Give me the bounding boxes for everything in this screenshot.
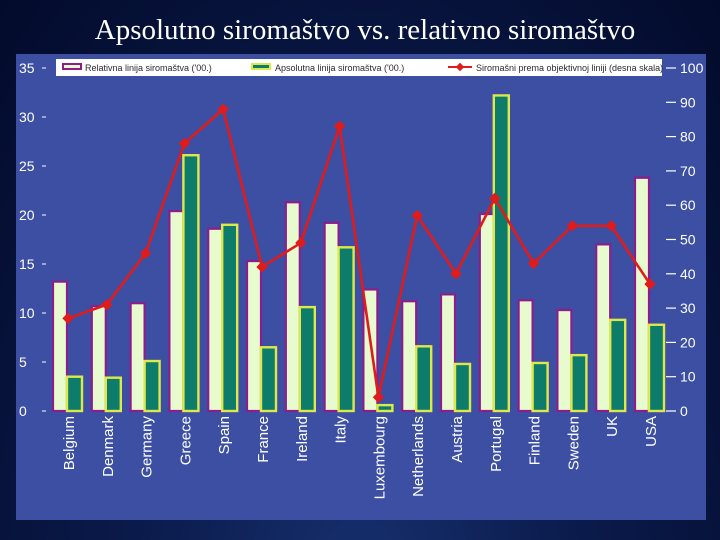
right-axis: 0 10 20 30 40 50 60 70 80 90 100 xyxy=(666,60,704,419)
bar-absolute xyxy=(298,305,316,413)
left-tick-label: 25 xyxy=(19,158,35,174)
line-point xyxy=(101,299,113,311)
bar-absolute xyxy=(376,403,394,413)
left-tick-label: 5 xyxy=(19,354,27,370)
category-label: Denmark xyxy=(100,416,117,477)
right-tick-label: 10 xyxy=(680,369,696,385)
bar-absolute xyxy=(337,246,355,413)
bar-relative xyxy=(284,201,301,413)
bar-absolute xyxy=(65,375,84,413)
right-tick-label: 40 xyxy=(680,266,696,282)
bar-relative xyxy=(90,305,107,413)
category-label: Spain xyxy=(216,416,233,454)
line-point xyxy=(139,247,152,259)
poverty-chart: 0 5 10 15 20 25 30 35 0 10 20 30 40 50 60 70 80 90 100 Be… xyxy=(19,59,704,499)
left-tick-label: 30 xyxy=(19,109,35,125)
legend-box xyxy=(56,59,662,76)
legend-label-relative: Relativna linija siromaštva ('00.) xyxy=(85,63,212,73)
category-label: Netherlands xyxy=(410,416,427,497)
category-label: UK xyxy=(604,416,621,437)
left-tick-label: 0 xyxy=(19,403,27,419)
category-label: Sweden xyxy=(565,416,582,470)
category-label: Italy xyxy=(333,416,350,444)
legend-label-absolute: Apsolutna linija siromaštva ('00.) xyxy=(275,63,404,73)
bar-relative xyxy=(245,259,263,413)
left-tick-label: 20 xyxy=(19,207,35,223)
right-tick-label: 50 xyxy=(680,232,696,248)
bar-absolute xyxy=(570,353,588,413)
bar-relative xyxy=(556,308,573,413)
line-point xyxy=(178,137,191,150)
category-label: Belgium xyxy=(61,416,78,470)
category-label: Ireland xyxy=(294,416,311,462)
category-label: USA xyxy=(643,416,660,447)
line-point xyxy=(527,257,540,270)
right-tick-label: 90 xyxy=(680,94,696,110)
line-layer xyxy=(62,103,656,403)
bar-relative xyxy=(439,293,457,413)
line-series xyxy=(67,107,652,399)
slide-title: Apsolutno siromaštvo vs. relativno sirom… xyxy=(94,14,636,46)
line-point xyxy=(372,391,385,403)
line-point xyxy=(644,278,656,290)
bar-relative xyxy=(207,227,224,413)
bar-relative xyxy=(51,280,69,413)
legend-swatch-line-marker xyxy=(455,62,465,72)
left-tick-label: 10 xyxy=(19,305,35,321)
bar-absolute xyxy=(531,361,549,413)
right-tick-label: 30 xyxy=(680,300,696,316)
bar-absolute xyxy=(182,154,200,413)
bars-layer xyxy=(51,94,666,413)
line-point xyxy=(411,209,423,222)
legend-swatch-absolute xyxy=(251,63,271,70)
bar-absolute xyxy=(143,359,161,413)
bar-relative xyxy=(129,302,146,413)
category-label: Finland xyxy=(527,416,544,465)
right-tick-label: 60 xyxy=(680,197,696,213)
bar-relative xyxy=(478,212,495,413)
category-axis: Belgium Denmark Germany Greece Spain France Ir… xyxy=(61,415,660,499)
line-point xyxy=(217,103,229,115)
line-point xyxy=(295,237,307,249)
line-point xyxy=(605,220,617,232)
legend-swatch-relative xyxy=(62,63,82,70)
chart-panel: 0 5 10 15 20 25 30 35 0 10 20 30 40 50 60 70 80 90 100 Be… xyxy=(16,54,706,520)
category-label: France xyxy=(255,416,272,463)
line-point xyxy=(489,192,501,204)
category-label: Greece xyxy=(177,416,194,465)
bar-absolute xyxy=(492,94,510,413)
right-tick-label: 0 xyxy=(680,403,688,419)
bar-absolute xyxy=(609,318,627,413)
category-label: Portugal xyxy=(488,416,505,472)
bar-absolute xyxy=(259,346,278,413)
left-tick-label: 15 xyxy=(19,256,35,272)
category-label: Germany xyxy=(139,416,156,478)
right-tick-label: 80 xyxy=(680,129,696,145)
bar-relative xyxy=(168,209,185,413)
legend: Relativna linija siromaštva ('00.) Apsolu… xyxy=(56,59,663,76)
category-label: Austria xyxy=(449,415,466,462)
bar-absolute xyxy=(415,345,433,413)
bar-relative xyxy=(517,299,534,413)
category-label: Luxembourg xyxy=(371,416,388,499)
bar-absolute xyxy=(220,223,239,413)
legend-label-line: Siromašni prema objektivnoj liniji (desn… xyxy=(476,63,663,73)
bar-absolute xyxy=(647,323,666,413)
left-tick-label: 35 xyxy=(19,60,35,76)
bar-relative xyxy=(633,176,651,413)
right-tick-label: 100 xyxy=(680,60,704,76)
bar-relative xyxy=(401,300,418,413)
bar-relative xyxy=(323,221,340,413)
line-point xyxy=(256,261,268,273)
bar-absolute xyxy=(104,376,123,413)
line-point xyxy=(450,268,462,280)
bar-relative xyxy=(595,243,612,413)
bar-absolute xyxy=(453,362,472,413)
right-tick-label: 70 xyxy=(680,163,696,179)
left-axis: 0 5 10 15 20 25 30 35 xyxy=(19,60,46,419)
line-point xyxy=(566,220,579,232)
right-tick-label: 20 xyxy=(680,334,696,350)
